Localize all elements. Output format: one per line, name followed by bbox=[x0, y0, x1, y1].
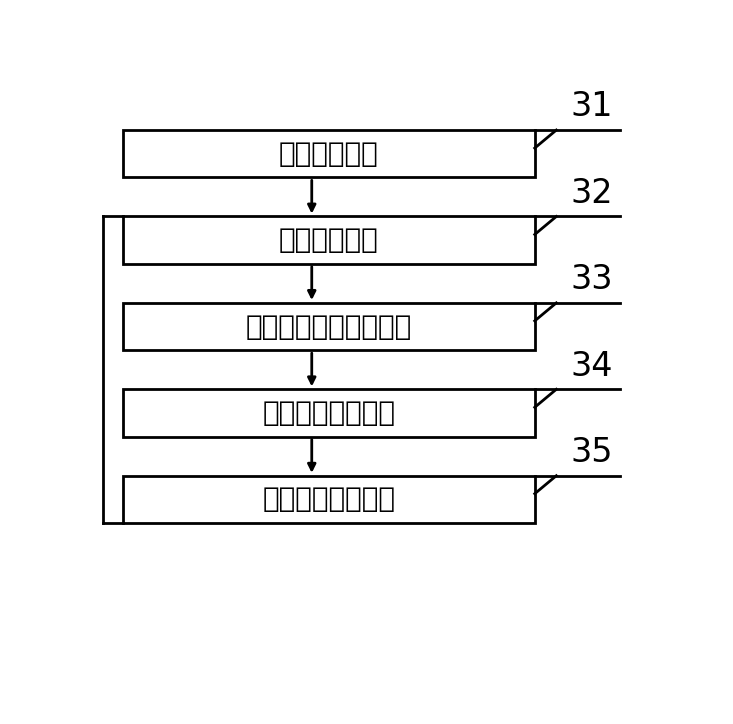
Bar bbox=[123, 476, 535, 523]
Text: 第二判断单元: 第二判断单元 bbox=[279, 226, 379, 254]
Text: 31: 31 bbox=[570, 90, 613, 123]
Text: 磁场导向控制单元: 磁场导向控制单元 bbox=[262, 399, 395, 427]
Text: 33: 33 bbox=[570, 264, 613, 296]
Bar bbox=[123, 390, 535, 437]
Text: 35: 35 bbox=[570, 436, 613, 469]
Text: 第一转子位置估计单元: 第一转子位置估计单元 bbox=[246, 313, 412, 340]
Bar bbox=[123, 303, 535, 350]
Text: 34: 34 bbox=[570, 350, 613, 382]
Bar bbox=[123, 216, 535, 264]
Text: 故障信息输出单元: 故障信息输出单元 bbox=[262, 485, 395, 513]
Text: 32: 32 bbox=[570, 177, 613, 210]
Bar bbox=[123, 130, 535, 177]
Text: 第一判断单元: 第一判断单元 bbox=[279, 140, 379, 168]
